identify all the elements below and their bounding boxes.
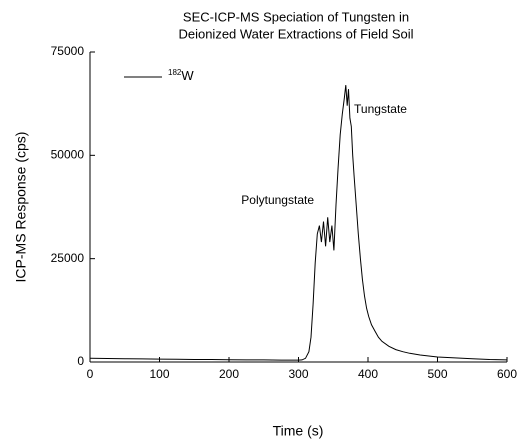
x-tick-label: 300	[288, 367, 308, 381]
x-tick-label: 0	[87, 367, 94, 381]
x-tick-label: 100	[149, 367, 169, 381]
x-tick-label: 500	[427, 367, 447, 381]
annotation: Tungstate	[354, 102, 407, 116]
annotation: Polytungstate	[241, 193, 314, 207]
y-tick-label: 0	[77, 354, 84, 368]
x-tick-label: 200	[219, 367, 239, 381]
y-tick-label: 25000	[51, 251, 85, 265]
x-tick-label: 600	[497, 367, 517, 381]
y-axis-title: ICP-MS Response (cps)	[13, 132, 29, 283]
y-tick-label: 50000	[51, 148, 85, 162]
x-axis-title: Time (s)	[273, 423, 324, 439]
chart-title: Deionized Water Extractions of Field Soi…	[178, 26, 413, 41]
chart-title: SEC-ICP-MS Speciation of Tungsten in	[183, 9, 409, 24]
y-tick-label: 75000	[51, 44, 85, 58]
legend-superscript: 182	[168, 68, 182, 77]
x-tick-label: 400	[358, 367, 378, 381]
legend-label: 182W	[168, 68, 194, 83]
data-line	[89, 85, 508, 361]
legend-name: W	[181, 68, 194, 83]
